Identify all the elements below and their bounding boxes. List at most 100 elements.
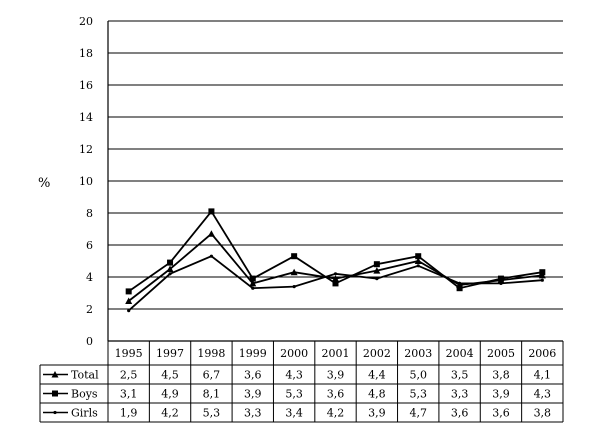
legend-marker <box>52 390 58 397</box>
y-tick-label: 14 <box>79 111 93 124</box>
data-point <box>499 281 503 285</box>
data-point <box>127 309 131 313</box>
data-point <box>373 261 380 268</box>
data-point <box>125 288 132 295</box>
data-label: 3,3 <box>451 388 469 401</box>
y-axis-label: % <box>38 176 50 191</box>
data-point <box>497 275 504 282</box>
data-label: 8,1 <box>203 388 221 401</box>
data-point <box>373 267 381 274</box>
data-label: 4,2 <box>161 407 179 420</box>
data-label: 3,9 <box>327 369 345 382</box>
data-point <box>415 253 422 260</box>
series-girls <box>127 254 544 313</box>
data-point <box>166 265 174 272</box>
x-tick-label: 2000 <box>280 347 308 360</box>
x-tick-label: 2004 <box>446 347 474 360</box>
data-label: 3,6 <box>327 388 345 401</box>
data-point <box>332 275 339 282</box>
x-tick-label: 2003 <box>404 347 432 360</box>
legend-entry-girls: Girls <box>43 407 98 420</box>
x-tick-label: 2002 <box>363 347 391 360</box>
data-point <box>457 281 462 285</box>
data-point <box>456 285 463 292</box>
data-point <box>168 272 172 276</box>
data-label: 3,6 <box>451 407 469 420</box>
data-table: 1995 1997 1998 1999 2000 2001 2002 2003 2004 2005… <box>39 341 564 423</box>
x-tick-label: 2005 <box>487 347 515 360</box>
data-label: 3,9 <box>368 407 386 420</box>
data-label: 3,8 <box>492 369 510 382</box>
data-label: 4,8 <box>368 388 386 401</box>
data-label: 3,9 <box>492 388 510 401</box>
legend-marker <box>51 371 59 378</box>
y-tick-label: 8 <box>86 207 93 220</box>
data-point <box>540 278 544 282</box>
legend-label: Boys <box>71 388 98 401</box>
data-label: 3,6 <box>244 369 262 382</box>
series-lines <box>125 208 546 313</box>
legend-marker <box>53 410 57 415</box>
data-point <box>539 269 546 276</box>
data-point <box>291 253 298 260</box>
series-line <box>128 232 543 302</box>
data-point <box>375 277 379 281</box>
data-label: 4,2 <box>327 407 345 420</box>
data-point <box>332 280 339 287</box>
data-point <box>249 279 257 287</box>
data-point <box>333 272 338 276</box>
data-label: 4,5 <box>161 369 179 382</box>
data-label: 2,5 <box>120 369 138 382</box>
x-tick-label: 1995 <box>115 347 143 360</box>
data-point <box>414 257 422 264</box>
data-point <box>292 285 296 289</box>
x-tick-label: 1998 <box>197 347 225 360</box>
axes <box>107 21 563 342</box>
data-label: 4,9 <box>161 388 179 401</box>
data-point <box>125 297 133 304</box>
data-label: 4,7 <box>409 407 427 420</box>
gridlines <box>108 20 563 310</box>
data-point <box>416 264 420 268</box>
data-label: 3,8 <box>534 407 552 420</box>
x-tick-label: 2001 <box>322 347 350 360</box>
data-label: 4,3 <box>534 388 552 401</box>
data-label: 3,4 <box>285 407 303 420</box>
x-tick-label: 2006 <box>528 347 556 360</box>
data-point <box>290 268 298 276</box>
data-point <box>207 230 215 237</box>
data-point <box>208 208 215 215</box>
legend-entry-total: Total <box>43 369 99 382</box>
data-point <box>167 259 174 266</box>
data-point <box>249 275 256 282</box>
legend-label: Total <box>71 369 99 382</box>
legend-entry-boys: Boys <box>43 388 98 401</box>
y-tick-label: 10 <box>79 175 93 188</box>
data-label: 3,3 <box>244 407 262 420</box>
y-tick-labels: 0 2 4 6 8 10 12 14 16 18 20 <box>79 15 93 348</box>
data-label: 3,6 <box>492 407 510 420</box>
data-label: 3,9 <box>244 388 262 401</box>
y-tick-label: 6 <box>86 239 93 252</box>
y-tick-label: 2 <box>86 303 93 316</box>
data-label: 4,3 <box>285 369 303 382</box>
data-label: 6,7 <box>203 369 221 382</box>
data-label: 3,5 <box>451 369 469 382</box>
data-label: 4,1 <box>534 369 552 382</box>
series-boys <box>125 208 546 295</box>
legend-label: Girls <box>71 407 98 420</box>
data-label: 5,3 <box>285 388 303 401</box>
data-label: 4,4 <box>368 369 386 382</box>
y-tick-label: 20 <box>79 15 93 28</box>
data-label: 3,1 <box>120 388 138 401</box>
data-point <box>209 254 214 258</box>
x-tick-label: 1997 <box>156 347 184 360</box>
data-label: 1,9 <box>120 407 138 420</box>
data-label: 5,3 <box>203 407 221 420</box>
data-label: 5,3 <box>409 388 427 401</box>
y-tick-label: 12 <box>79 143 93 156</box>
y-tick-label: 0 <box>86 335 93 348</box>
x-tick-label: 1999 <box>239 347 267 360</box>
